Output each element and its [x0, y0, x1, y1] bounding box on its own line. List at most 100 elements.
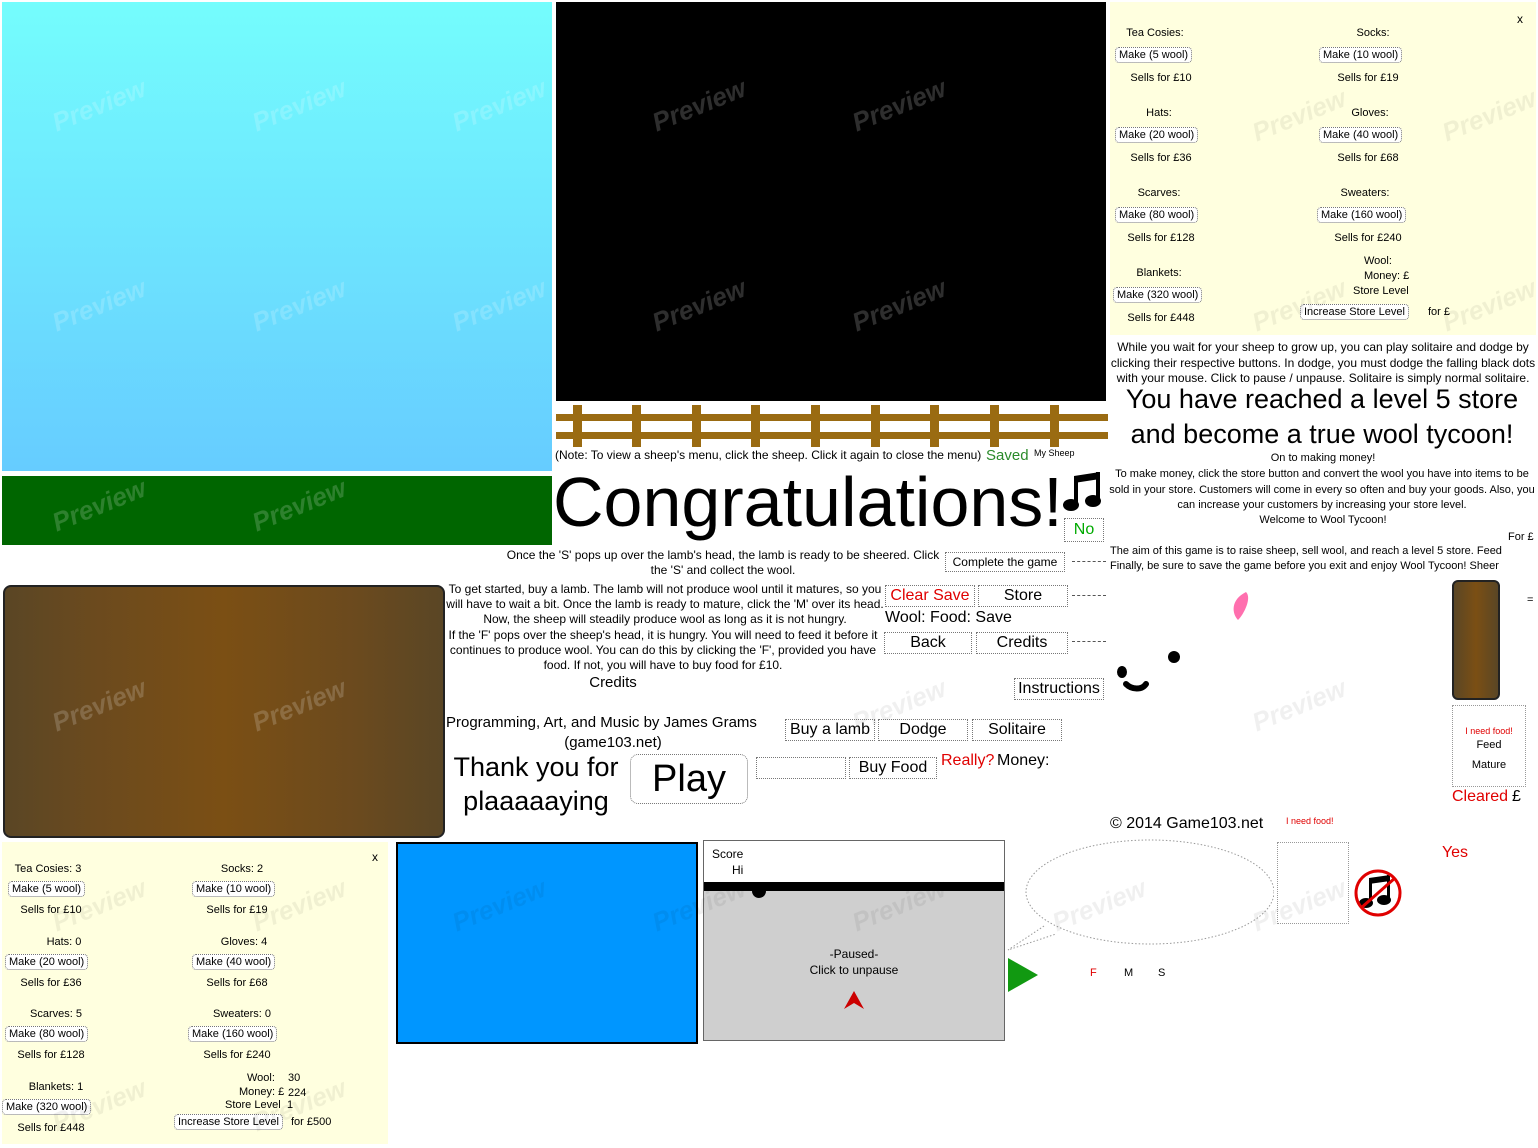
make-scarves-button[interactable]: Make (80 wool) — [1115, 207, 1199, 223]
finally-text: Finally, be sure to save the game before… — [1110, 560, 1499, 572]
sheep-ear-icon — [1226, 590, 1252, 622]
tea-cosies-label: Tea Cosies: 3 — [14, 863, 82, 875]
scarves-label: Scarves: 5 — [30, 1008, 82, 1020]
saved-status: Saved — [986, 447, 1029, 464]
make-sweaters-button[interactable]: Make (160 wool) — [1317, 207, 1407, 223]
solitaire-screen[interactable] — [396, 842, 698, 1044]
make-gloves-button[interactable]: Make (40 wool) — [1319, 127, 1403, 143]
tea-cosies-price: Sells for £10 — [1130, 72, 1192, 84]
hats-price: Sells for £36 — [20, 977, 82, 989]
sheep-card[interactable] — [1452, 580, 1500, 700]
make-blankets-button[interactable]: Make (320 wool) — [1113, 287, 1203, 303]
hats-label: Hats: 0 — [46, 936, 82, 948]
make-blankets-button[interactable]: Make (320 wool) — [2, 1099, 92, 1115]
increase-store-level-button[interactable]: Increase Store Level — [1300, 304, 1409, 320]
fence-post — [811, 405, 820, 447]
wool-label: Wool: — [247, 1072, 275, 1084]
money-label: Money: — [997, 752, 1050, 769]
credits-button[interactable]: Credits — [976, 632, 1068, 654]
fence-post — [751, 405, 760, 447]
no-button[interactable]: No — [1064, 518, 1104, 542]
tea-cosies-price: Sells for £10 — [20, 904, 82, 916]
solitaire-button[interactable]: Solitaire — [972, 719, 1062, 741]
buy-food-button[interactable]: Buy Food — [849, 757, 937, 779]
make-sweaters-button[interactable]: Make (160 wool) — [188, 1026, 278, 1042]
play-arrow-icon[interactable] — [1006, 956, 1040, 994]
paused-label: -Paused- — [829, 947, 879, 961]
equals-mark: = — [1527, 594, 1534, 606]
scarves-price: Sells for £128 — [1127, 232, 1195, 244]
money-value: 224 — [288, 1087, 307, 1099]
hats-price: Sells for £36 — [1130, 152, 1192, 164]
level-five-message: You have reached a level 5 store and bec… — [1125, 384, 1519, 449]
make-tea-cosies-button[interactable]: Make (5 wool) — [8, 881, 86, 897]
blankets-price: Sells for £448 — [17, 1122, 85, 1134]
make-socks-button[interactable]: Make (10 wool) — [192, 881, 276, 897]
blankets-label: Blankets: — [1136, 267, 1182, 279]
store-panel-bottom: x Tea Cosies: 3 Make (5 wool) Sells for … — [2, 842, 388, 1144]
close-button[interactable]: x — [372, 850, 378, 864]
back-button[interactable]: Back — [884, 632, 972, 654]
mature-indicator[interactable]: M — [1124, 967, 1134, 979]
sheep-menu-note: (Note: To view a sheep's menu, click the… — [555, 448, 982, 462]
thank-you-line-1: Thank you for — [453, 752, 619, 782]
buy-lamb-button[interactable]: Buy a lamb — [785, 719, 875, 741]
thank-you-line-2: plaaaaaying — [463, 786, 609, 816]
making-money-text: To make money, click the store button an… — [1109, 468, 1535, 511]
make-scarves-button[interactable]: Make (80 wool) — [5, 1026, 89, 1042]
socks-price: Sells for £19 — [1337, 72, 1399, 84]
credits-programming: Programming, Art, and Music by James Gra… — [446, 714, 757, 731]
complete-game-button[interactable]: Complete the game — [945, 552, 1065, 572]
wood-panel — [3, 585, 445, 838]
sheer-indicator[interactable]: S — [1158, 967, 1166, 979]
gloves-label: Gloves: — [1351, 107, 1389, 119]
fence-post — [632, 405, 641, 447]
increase-store-level-button[interactable]: Increase Store Level — [174, 1114, 283, 1130]
wool-label: Wool: — [1364, 255, 1392, 267]
wool-food-save-label: Wool: Food: Save — [885, 609, 1012, 626]
cleared-pound: £ — [1512, 788, 1521, 805]
dodge-button[interactable]: Dodge — [878, 719, 968, 741]
sheep-face-icon — [1112, 650, 1188, 694]
music-note-icon[interactable] — [1062, 470, 1108, 516]
instructions-button[interactable]: Instructions — [1014, 678, 1104, 700]
fence-rail-top — [556, 414, 1108, 421]
dodge-game-area[interactable]: Score Hi -Paused- Click to unpause — [703, 840, 1005, 1041]
blankets-price: Sells for £448 — [1127, 312, 1195, 324]
make-hats-button[interactable]: Make (20 wool) — [1115, 127, 1199, 143]
welcome-text: Welcome to Wool Tycoon! — [1259, 514, 1387, 526]
mature-button[interactable]: Mature — [1471, 759, 1507, 771]
music-off-icon[interactable] — [1351, 868, 1405, 918]
make-hats-button[interactable]: Make (20 wool) — [5, 954, 89, 970]
black-screen — [556, 2, 1106, 401]
unpause-label: Click to unpause — [809, 963, 899, 977]
make-socks-button[interactable]: Make (10 wool) — [1319, 47, 1403, 63]
feed-button[interactable]: Feed — [1476, 739, 1502, 751]
player-arrow-icon — [842, 991, 866, 1011]
store-panel-top: x Tea Cosies: Make (5 wool) Sells for £1… — [1110, 2, 1536, 335]
close-button[interactable]: x — [1517, 12, 1523, 26]
yes-button[interactable]: Yes — [1434, 842, 1476, 864]
speech-bubble — [1004, 838, 1275, 958]
play-button[interactable]: Play — [630, 754, 748, 804]
sweaters-label: Sweaters: — [1340, 187, 1390, 199]
make-gloves-button[interactable]: Make (40 wool) — [192, 954, 276, 970]
make-tea-cosies-button[interactable]: Make (5 wool) — [1115, 47, 1193, 63]
store-button[interactable]: Store — [978, 585, 1068, 607]
copyright-text: © 2014 Game103.net — [1110, 815, 1264, 832]
fence-post — [573, 405, 582, 447]
gloves-label: Gloves: 4 — [220, 936, 268, 948]
store-level-value: 1 — [287, 1099, 294, 1111]
tea-cosies-label: Tea Cosies: — [1126, 27, 1184, 39]
gloves-price: Sells for £68 — [206, 977, 268, 989]
feed-indicator[interactable]: F — [1090, 967, 1097, 979]
credits-heading: Credits — [589, 674, 637, 691]
money-label: Money: £ — [1364, 270, 1410, 282]
wool-value: 30 — [288, 1072, 301, 1084]
cleared-status: Cleared — [1452, 788, 1509, 805]
increase-cost-label: for £ — [1428, 306, 1451, 318]
empty-button[interactable] — [756, 757, 846, 779]
fence-post — [930, 405, 939, 447]
clear-save-button[interactable]: Clear Save — [885, 585, 975, 607]
empty-card[interactable] — [1277, 842, 1349, 924]
